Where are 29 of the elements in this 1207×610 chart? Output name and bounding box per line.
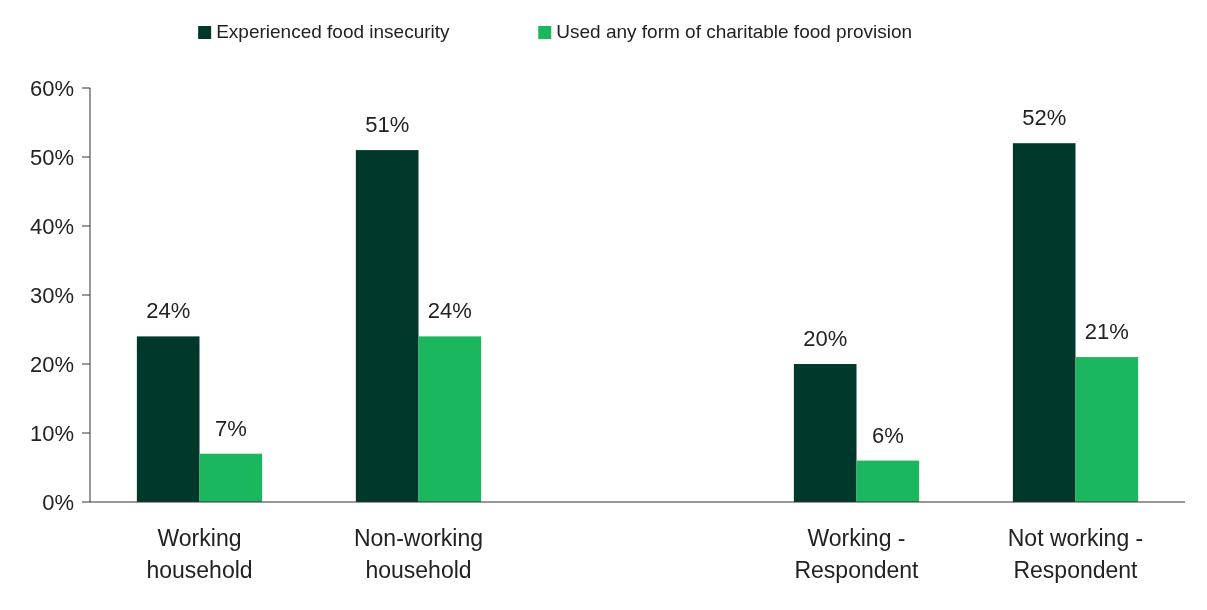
y-tick-label: 10% — [29, 420, 74, 446]
bar — [1012, 143, 1076, 502]
data-label: 7% — [214, 415, 247, 441]
data-label: 6% — [871, 422, 904, 448]
data-label: 20% — [803, 326, 848, 351]
y-tick-label: 30% — [29, 282, 74, 308]
y-tick-label: 40% — [29, 213, 74, 239]
bar — [793, 364, 857, 502]
data-label: 24% — [146, 298, 191, 324]
x-tick-label: Not working - Respondent — [1007, 525, 1144, 583]
bar — [418, 336, 482, 502]
x-tick-label: Working household — [146, 525, 253, 583]
y-tick-label: 60% — [29, 75, 74, 101]
bar — [199, 453, 263, 502]
legend-label: Experienced food insecurity — [216, 21, 451, 42]
y-tick-label: 0% — [42, 489, 74, 515]
y-tick-label: 20% — [29, 351, 74, 377]
bar — [136, 336, 200, 502]
y-tick-label: 50% — [29, 144, 74, 170]
data-label: 51% — [365, 112, 410, 138]
x-tick-label: Working - Respondent — [794, 525, 920, 583]
x-tick-label: Non-working household — [353, 525, 484, 583]
data-label: 24% — [427, 298, 472, 324]
bar — [856, 460, 920, 502]
legend-label: Used any form of charitable food provision — [556, 21, 913, 42]
bar — [1075, 357, 1139, 502]
data-label: 52% — [1022, 105, 1067, 131]
bar — [355, 150, 419, 502]
data-label: 21% — [1084, 319, 1129, 345]
